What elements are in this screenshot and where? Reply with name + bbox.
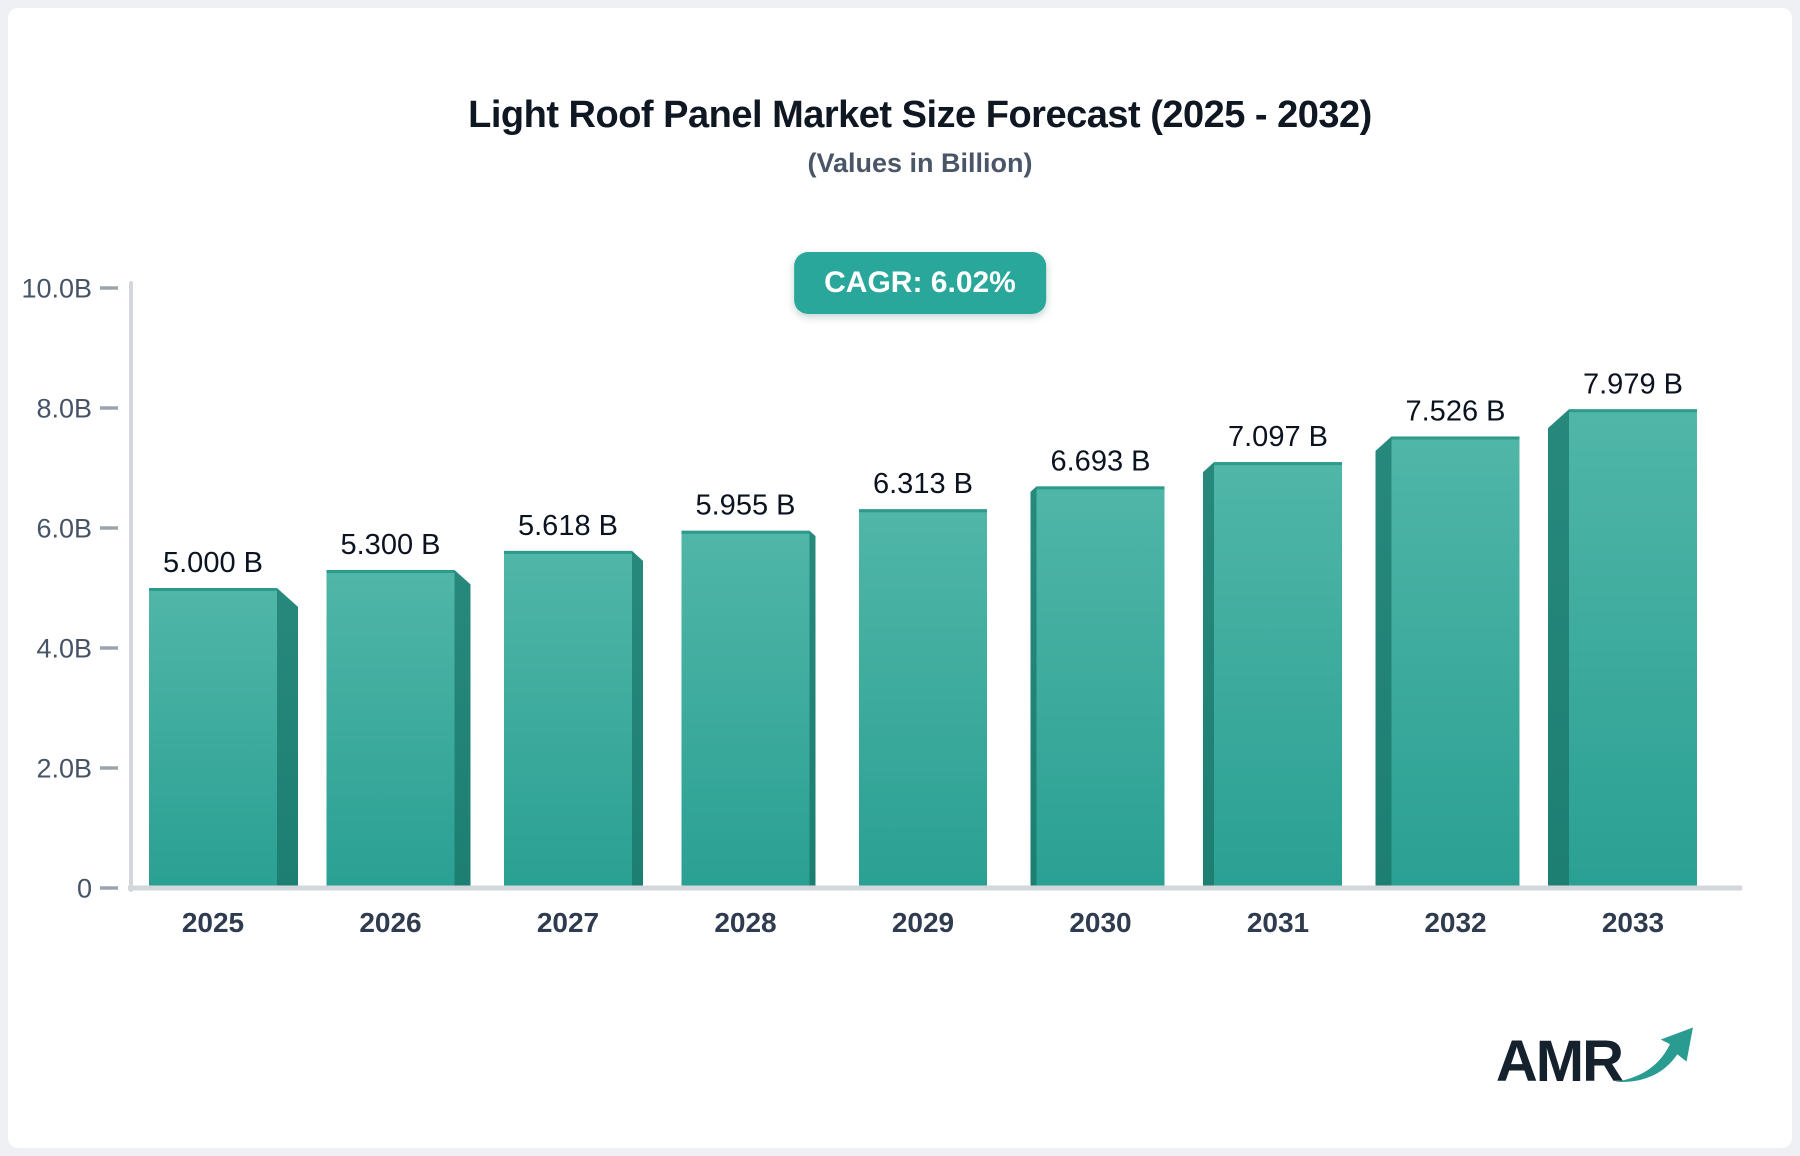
x-axis-label: 2026: [359, 907, 421, 938]
bar-value-label: 6.693 B: [1051, 445, 1151, 477]
bar-2029: 6.313 B 2029: [859, 468, 987, 938]
x-axis-label: 2027: [537, 907, 599, 938]
bar-front-face: [149, 588, 277, 886]
y-tick-label: 10.0B: [21, 273, 92, 303]
bar-2031: 7.097 B 2031: [1203, 421, 1342, 938]
bar-side-face: [277, 588, 298, 886]
amr-logo-text: AMR: [1495, 1029, 1624, 1094]
bar-front-face: [681, 530, 810, 886]
bar-side-face: [632, 550, 643, 886]
y-tick-label: 2.0B: [36, 753, 92, 783]
y-tick-label: 6.0B: [36, 513, 92, 543]
bar-2025: 5.000 B 2025: [149, 547, 298, 938]
bar-value-label: 5.300 B: [341, 529, 441, 561]
x-axis-label: 2030: [1069, 907, 1131, 938]
x-axis-label: 2029: [892, 907, 954, 938]
bar-front-face: [1036, 486, 1165, 886]
bar-side-face: [454, 570, 471, 886]
bar-2027: 5.618 B 2027: [504, 510, 643, 938]
bar-side-face: [1375, 436, 1392, 886]
bar-value-label: 6.313 B: [873, 468, 973, 500]
chart-subtitle: (Values in Billion): [807, 148, 1033, 178]
y-tick-label: 0: [77, 873, 92, 903]
bar-side-face: [1030, 486, 1037, 886]
bar-side-face: [809, 530, 816, 886]
bar-front-face: [859, 509, 987, 886]
bar-2030: 6.693 B 2030: [1030, 445, 1165, 938]
bar-front-face: [1391, 436, 1520, 886]
bar-side-face: [1548, 409, 1569, 886]
bar-value-label: 5.000 B: [163, 547, 263, 579]
x-axis-label: 2031: [1247, 907, 1309, 938]
bar-value-label: 5.955 B: [696, 490, 796, 522]
chart-title: Light Roof Panel Market Size Forecast (2…: [468, 94, 1372, 136]
amr-logo: AMR: [1496, 1024, 1704, 1100]
bar-front-face: [1569, 409, 1697, 886]
bar-2028: 5.955 B 2028: [681, 490, 816, 938]
x-axis-label: 2025: [182, 907, 244, 938]
y-tick-label: 8.0B: [36, 393, 92, 423]
x-axis-label: 2028: [714, 907, 776, 938]
bar-side-face: [1203, 462, 1214, 886]
bar-value-label: 5.618 B: [518, 510, 618, 542]
bar-front-face: [504, 550, 632, 886]
bar-value-label: 7.097 B: [1228, 421, 1328, 453]
bar-front-face: [326, 570, 455, 886]
bar-front-face: [1214, 462, 1342, 886]
bar-2032: 7.526 B 2032: [1375, 395, 1520, 938]
bar-value-label: 7.526 B: [1406, 395, 1506, 427]
growth-arrow-icon: [1614, 1027, 1693, 1083]
bar-value-label: 7.979 B: [1583, 368, 1683, 400]
x-axis-label: 2033: [1602, 907, 1664, 938]
cagr-badge: CAGR: 6.02%: [794, 252, 1046, 314]
y-tick-label: 4.0B: [36, 633, 92, 663]
bar-2026: 5.300 B 2026: [326, 529, 471, 938]
x-axis-label: 2032: [1424, 907, 1486, 938]
bar-2033: 7.979 B 2033: [1548, 368, 1697, 938]
